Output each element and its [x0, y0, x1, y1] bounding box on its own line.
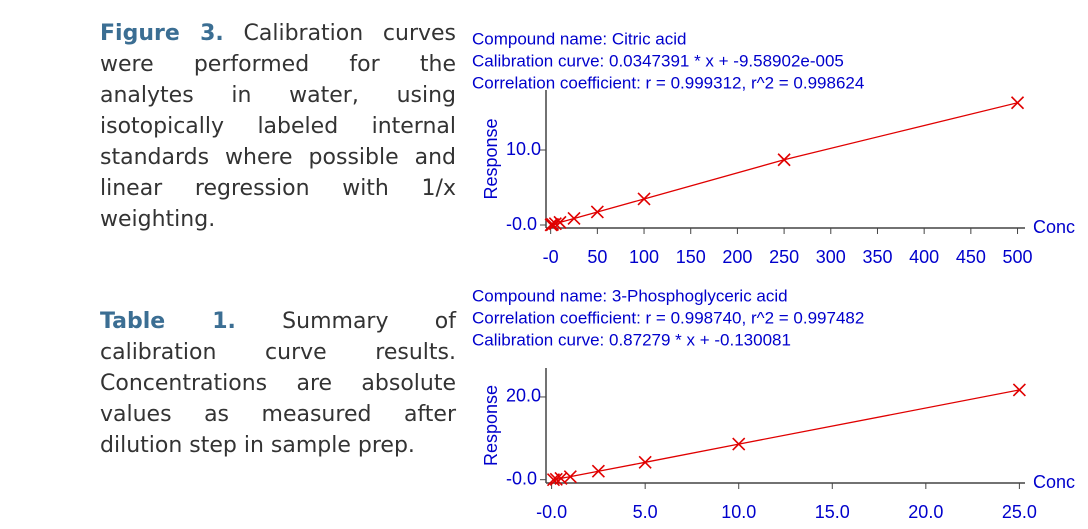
x-tick-label: 300 [816, 247, 846, 267]
chart-header: Correlation coefficient: r = 0.999312, r… [472, 73, 864, 92]
data-point [553, 215, 567, 229]
y-tick-label: -0.0 [506, 214, 537, 234]
data-point [591, 464, 605, 478]
x-tick-label: 100 [629, 247, 659, 267]
x-tick-label: -0.0 [536, 502, 567, 522]
data-point [1010, 96, 1025, 110]
x-axis-label: Conc [1033, 472, 1075, 492]
caption-body: Calibration curves were performed for th… [100, 21, 457, 232]
x-tick-label: 500 [1003, 247, 1033, 267]
x-tick-label: -0 [543, 247, 559, 267]
chart-header: Calibration curve: 0.87279 * x + -0.1300… [472, 330, 791, 349]
x-tick-label: 10.0 [721, 502, 756, 522]
figure-caption: Figure 3. Calibration curves were perfor… [100, 18, 456, 235]
data-point [638, 455, 652, 469]
y-axis-label: Response [481, 118, 501, 199]
x-tick-label: 25.0 [1002, 502, 1037, 522]
chart-header: Compound name: 3-Phosphoglyceric acid [472, 286, 788, 305]
x-tick-label: 350 [862, 247, 892, 267]
caption-label: Figure 3. [100, 21, 224, 46]
x-tick-label: 15.0 [815, 502, 850, 522]
data-point [548, 217, 562, 231]
data-point [637, 192, 651, 206]
x-tick-label: 250 [769, 247, 799, 267]
x-tick-label: 450 [956, 247, 986, 267]
calibration-line [553, 389, 1020, 481]
x-tick-label: 5.0 [633, 502, 658, 522]
x-tick-label: 400 [909, 247, 939, 267]
x-tick-label: 200 [722, 247, 752, 267]
x-tick-label: 20.0 [908, 502, 943, 522]
data-point [545, 217, 560, 232]
calibration-line [551, 102, 1018, 226]
caption-label: Table 1. [100, 309, 236, 334]
y-axis-label: Response [481, 385, 501, 466]
data-point [1012, 383, 1026, 397]
caption-body: Summary of calibration curve results. Co… [100, 309, 456, 458]
x-axis-label: Conc [1033, 217, 1075, 237]
x-tick-label: 150 [676, 247, 706, 267]
data-point [777, 153, 791, 167]
data-point [549, 472, 563, 486]
data-point [732, 437, 746, 451]
y-tick-label: 20.0 [506, 386, 541, 406]
data-point [567, 211, 581, 226]
table-caption: Table 1. Summary of calibration curve re… [100, 306, 456, 461]
data-point [563, 470, 577, 484]
y-tick-label: 10.0 [506, 139, 541, 159]
chart-header: Compound name: Citric acid [472, 29, 686, 48]
data-point [590, 205, 604, 219]
y-tick-label: -0.0 [506, 468, 537, 488]
chart-header: Correlation coefficient: r = 0.998740, r… [472, 308, 864, 327]
x-tick-label: 50 [587, 247, 607, 267]
chart-header: Calibration curve: 0.0347391 * x + -9.58… [472, 51, 844, 70]
